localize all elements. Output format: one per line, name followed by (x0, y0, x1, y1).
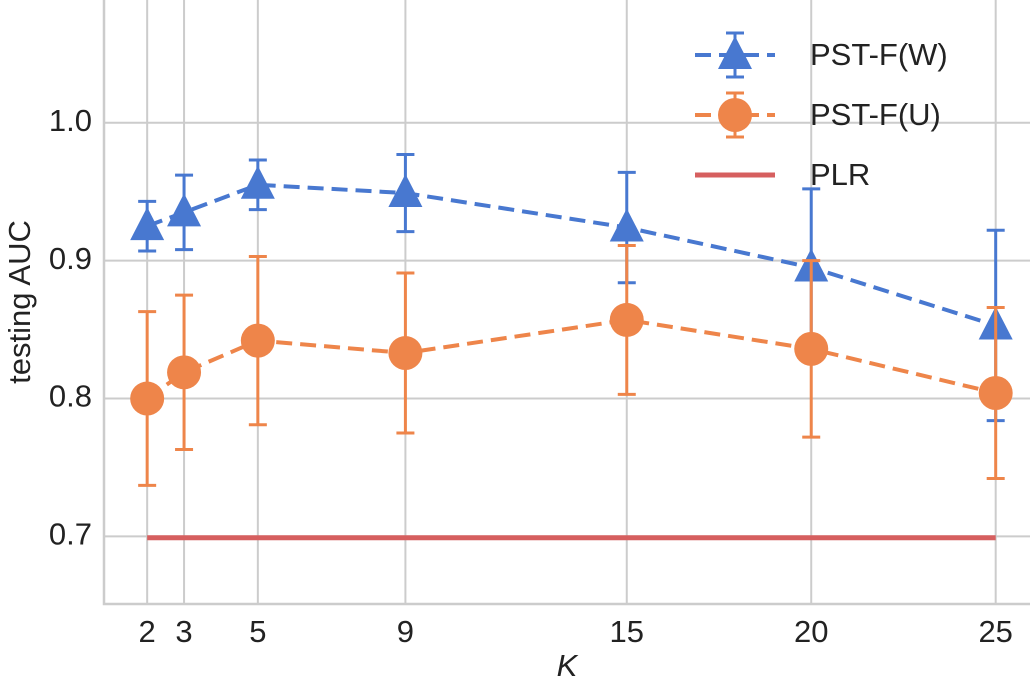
legend-label: PLR (810, 157, 870, 192)
series-line (146, 182, 997, 328)
axes-frame (102, 0, 1030, 606)
marker (794, 331, 829, 366)
marker (388, 336, 423, 371)
marker (130, 381, 165, 416)
legend-marker (718, 36, 752, 69)
marker (609, 302, 644, 337)
marker (167, 355, 202, 390)
marker (240, 323, 275, 358)
y-tick-label: 0.9 (49, 241, 92, 276)
x-tick-label: 25 (978, 614, 1012, 649)
y-tick-label: 0.8 (49, 379, 92, 414)
legend-label: PST-F(U) (810, 97, 941, 132)
marker (167, 193, 202, 227)
x-axis-label: K (557, 648, 579, 683)
marker (609, 208, 644, 242)
x-tick-label: 3 (175, 614, 192, 649)
y-tick-label: 1.0 (49, 103, 92, 138)
y-axis-label: testing AUC (2, 220, 37, 384)
series-line (146, 317, 997, 401)
legend-marker (718, 98, 752, 132)
marker (240, 165, 275, 199)
legend-label: PST-F(W) (810, 37, 948, 72)
x-tick-label: 15 (610, 614, 644, 649)
marker (130, 207, 165, 241)
x-tick-label: 2 (139, 614, 156, 649)
x-tick-label: 20 (794, 614, 828, 649)
marker (978, 376, 1013, 411)
marker (388, 174, 423, 208)
x-tick-label: 5 (249, 614, 266, 649)
x-tick-label: 9 (397, 614, 414, 649)
y-tick-label: 0.7 (49, 517, 92, 552)
